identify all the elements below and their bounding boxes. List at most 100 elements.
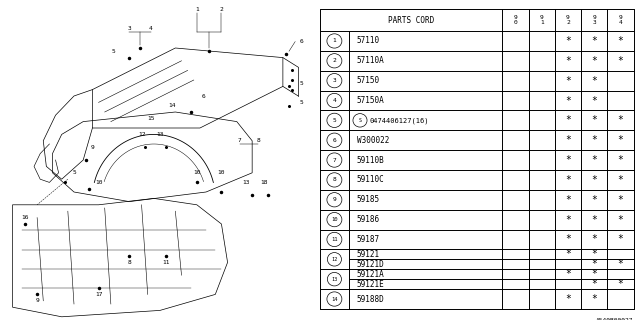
Bar xyxy=(320,289,349,309)
Bar xyxy=(581,71,607,91)
Bar xyxy=(502,10,529,31)
Bar xyxy=(555,279,581,289)
Bar xyxy=(529,289,555,309)
Bar xyxy=(555,71,581,91)
Bar xyxy=(320,71,349,91)
Text: *: * xyxy=(618,195,623,205)
Bar xyxy=(349,259,502,269)
Text: *: * xyxy=(591,115,597,125)
Text: A540B00027: A540B00027 xyxy=(596,318,634,320)
Bar xyxy=(529,249,555,259)
Text: *: * xyxy=(591,259,597,269)
Text: *: * xyxy=(591,76,597,86)
Text: *: * xyxy=(618,36,623,46)
Bar xyxy=(320,130,349,150)
Text: 1: 1 xyxy=(333,38,336,44)
Bar xyxy=(581,190,607,210)
Text: *: * xyxy=(618,56,623,66)
Bar xyxy=(581,51,607,71)
Bar xyxy=(581,91,607,110)
Bar xyxy=(529,210,555,229)
Text: 59186: 59186 xyxy=(357,215,380,224)
Text: *: * xyxy=(591,195,597,205)
Text: 8: 8 xyxy=(257,138,260,143)
Text: 59121A: 59121A xyxy=(357,270,385,279)
Text: *: * xyxy=(565,175,571,185)
Text: 9
4: 9 4 xyxy=(619,15,622,25)
Text: 11: 11 xyxy=(163,260,170,265)
Text: 18: 18 xyxy=(260,180,268,185)
Text: 10: 10 xyxy=(193,170,200,175)
Bar xyxy=(581,289,607,309)
Text: *: * xyxy=(565,135,571,145)
Bar xyxy=(502,190,529,210)
Bar xyxy=(555,91,581,110)
Text: W300022: W300022 xyxy=(357,136,389,145)
Bar xyxy=(555,269,581,279)
Text: 8: 8 xyxy=(127,260,131,265)
Bar xyxy=(607,51,634,71)
Text: 14: 14 xyxy=(168,103,176,108)
Text: *: * xyxy=(618,279,623,289)
Text: 4: 4 xyxy=(149,26,153,31)
Text: 7: 7 xyxy=(333,157,336,163)
Text: 1: 1 xyxy=(195,7,199,12)
Text: 16: 16 xyxy=(21,215,29,220)
Bar xyxy=(607,31,634,51)
Bar xyxy=(502,91,529,110)
Text: 4: 4 xyxy=(333,98,336,103)
Bar xyxy=(555,51,581,71)
Bar xyxy=(529,259,555,269)
Bar xyxy=(581,279,607,289)
Text: *: * xyxy=(591,269,597,279)
Text: *: * xyxy=(565,155,571,165)
Text: *: * xyxy=(565,76,571,86)
Text: *: * xyxy=(591,155,597,165)
Text: *: * xyxy=(565,195,571,205)
Bar xyxy=(320,31,349,51)
Bar xyxy=(581,110,607,130)
Bar xyxy=(581,31,607,51)
Text: *: * xyxy=(618,215,623,225)
Text: 59110B: 59110B xyxy=(357,156,385,164)
Text: *: * xyxy=(591,249,597,259)
Text: 10: 10 xyxy=(95,180,102,185)
Bar xyxy=(529,229,555,249)
Text: 10: 10 xyxy=(331,217,338,222)
Bar xyxy=(555,10,581,31)
Text: 57150A: 57150A xyxy=(357,96,385,105)
Bar xyxy=(502,130,529,150)
Bar xyxy=(349,190,502,210)
Bar xyxy=(529,51,555,71)
Text: 5: 5 xyxy=(112,49,116,54)
Bar xyxy=(349,71,502,91)
Text: 10: 10 xyxy=(218,170,225,175)
Text: 7: 7 xyxy=(238,138,242,143)
Text: *: * xyxy=(591,135,597,145)
Text: 57110A: 57110A xyxy=(357,56,385,65)
Text: 9
0: 9 0 xyxy=(514,15,517,25)
Bar xyxy=(529,31,555,51)
Text: 14: 14 xyxy=(331,297,338,301)
Bar xyxy=(607,279,634,289)
Bar xyxy=(555,249,581,259)
Text: *: * xyxy=(565,215,571,225)
Bar xyxy=(555,259,581,269)
Text: PARTS CORD: PARTS CORD xyxy=(388,16,435,25)
Bar xyxy=(607,289,634,309)
Bar xyxy=(349,150,502,170)
Text: 2: 2 xyxy=(220,7,223,12)
Bar xyxy=(502,229,529,249)
Text: 0474406127(16): 0474406127(16) xyxy=(370,117,429,124)
Bar xyxy=(349,229,502,249)
Bar xyxy=(502,279,529,289)
Bar xyxy=(502,150,529,170)
Bar xyxy=(555,289,581,309)
Bar xyxy=(555,130,581,150)
Text: *: * xyxy=(565,235,571,244)
Text: 3: 3 xyxy=(333,78,336,83)
Bar xyxy=(349,279,502,289)
Bar xyxy=(529,71,555,91)
Bar xyxy=(529,91,555,110)
Text: 8: 8 xyxy=(333,177,336,182)
